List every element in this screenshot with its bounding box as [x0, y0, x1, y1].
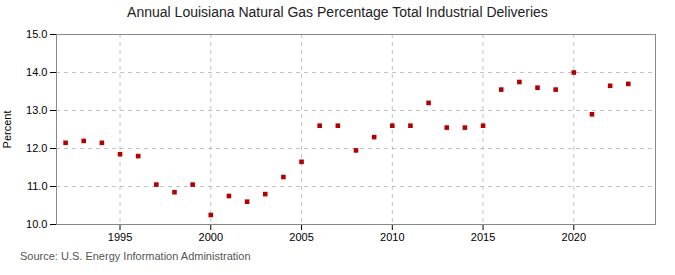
svg-text:15.0: 15.0 [26, 28, 47, 40]
svg-text:2020: 2020 [562, 231, 586, 243]
svg-text:11.0: 11.0 [27, 180, 48, 192]
svg-text:13.0: 13.0 [26, 104, 47, 116]
svg-text:2015: 2015 [471, 231, 495, 243]
svg-text:2005: 2005 [289, 231, 313, 243]
svg-text:2000: 2000 [199, 231, 223, 243]
html-text:Source: U.S. Energy Informatio: Source: U.S. Energy Information Administ… [20, 250, 251, 262]
svg-text:2010: 2010 [380, 231, 404, 243]
svg-text:1995: 1995 [108, 231, 132, 243]
html-text:Annual Louisiana Natural Gas P: Annual Louisiana Natural Gas Percentage … [127, 4, 548, 20]
svg-text:10.0: 10.0 [26, 218, 47, 230]
svg-text:14.0: 14.0 [26, 66, 47, 78]
svg-text:12.0: 12.0 [26, 142, 47, 154]
svg-text:Percent: Percent [1, 111, 13, 149]
